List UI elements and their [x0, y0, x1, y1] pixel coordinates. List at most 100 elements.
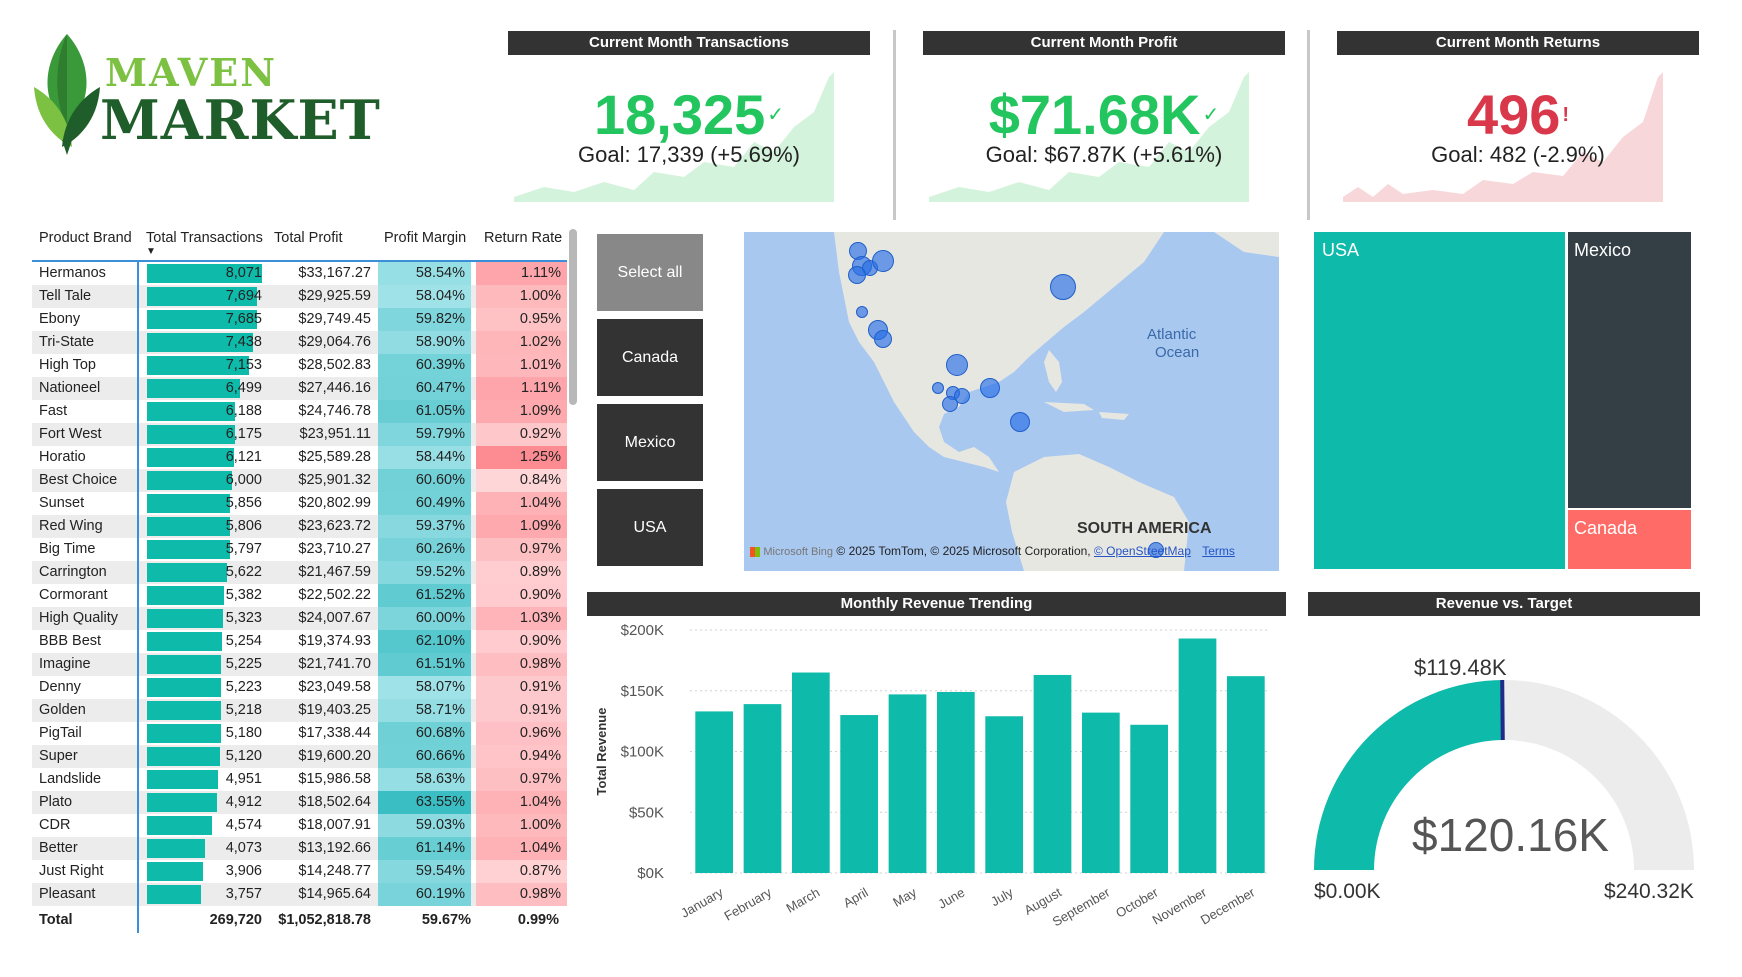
- slicer-select-all[interactable]: Select all: [597, 234, 703, 311]
- cell-transactions: 5,856: [225, 495, 262, 511]
- table-row[interactable]: Ebony 7,685 $29,749.45 59.82% 0.95%: [32, 308, 567, 331]
- cell-profit-margin: 58.04%: [378, 285, 471, 308]
- x-tick-label: July: [988, 884, 1016, 909]
- table-row[interactable]: Carrington 5,622 $21,467.59 59.52% 0.89%: [32, 561, 567, 584]
- map-point[interactable]: [954, 388, 970, 404]
- revenue-bar[interactable]: [743, 704, 782, 873]
- store-map[interactable]: Atlantic Ocean SOUTH AMERICA Microsoft B…: [744, 232, 1279, 571]
- leaf-logo-icon: [34, 34, 100, 155]
- treemap-canada[interactable]: Canada: [1568, 510, 1691, 569]
- treemap-mexico[interactable]: Mexico: [1568, 232, 1691, 508]
- header-product-brand[interactable]: Product Brand: [39, 230, 132, 246]
- map-point[interactable]: [946, 354, 968, 376]
- cell-return-rate: 0.96%: [476, 722, 567, 745]
- table-row[interactable]: Better 4,073 $13,192.66 61.14% 1.04%: [32, 837, 567, 860]
- header-total-profit[interactable]: Total Profit: [274, 230, 343, 246]
- cell-profit-margin: 58.71%: [378, 699, 471, 722]
- cell-return-rate: 1.04%: [476, 791, 567, 814]
- revenue-bar[interactable]: [1178, 638, 1217, 873]
- table-row[interactable]: Plato 4,912 $18,502.64 63.55% 1.04%: [32, 791, 567, 814]
- table-row[interactable]: Cormorant 5,382 $22,502.22 61.52% 0.90%: [32, 584, 567, 607]
- table-row[interactable]: CDR 4,574 $18,007.91 59.03% 1.00%: [32, 814, 567, 837]
- table-row[interactable]: Sunset 5,856 $20,802.99 60.49% 1.04%: [32, 492, 567, 515]
- cell-profit-margin: 60.19%: [378, 883, 471, 906]
- table-row[interactable]: High Quality 5,323 $24,007.67 60.00% 1.0…: [32, 607, 567, 630]
- table-row[interactable]: Super 5,120 $19,600.20 60.66% 0.94%: [32, 745, 567, 768]
- table-row[interactable]: Fast 6,188 $24,746.78 61.05% 1.09%: [32, 400, 567, 423]
- terms-link[interactable]: Terms: [1202, 544, 1235, 558]
- treemap-usa[interactable]: USA: [1314, 232, 1565, 569]
- table-scrollbar[interactable]: [569, 229, 577, 405]
- osm-link[interactable]: © OpenStreetMap: [1093, 544, 1191, 558]
- cell-transactions: 6,499: [225, 380, 262, 396]
- revenue-bar[interactable]: [791, 672, 830, 873]
- table-row[interactable]: Imagine 5,225 $21,741.70 61.51% 0.98%: [32, 653, 567, 676]
- kpi-goal: Goal: 482 (-2.9%): [1431, 142, 1605, 167]
- gauge-value-arc[interactable]: [1314, 680, 1504, 870]
- cell-brand: Super: [39, 748, 78, 764]
- cell-return-rate: 0.97%: [476, 538, 567, 561]
- table-row[interactable]: Just Right 3,906 $14,248.77 59.54% 0.87%: [32, 860, 567, 883]
- map-point[interactable]: [874, 330, 892, 348]
- table-row[interactable]: Golden 5,218 $19,403.25 58.71% 0.91%: [32, 699, 567, 722]
- table-row[interactable]: PigTail 5,180 $17,338.44 60.68% 0.96%: [32, 722, 567, 745]
- cell-profit: $27,446.16: [298, 380, 371, 396]
- table-row[interactable]: Tell Tale 7,694 $29,925.59 58.04% 1.00%: [32, 285, 567, 308]
- cell-profit-margin: 60.39%: [378, 354, 471, 377]
- table-row[interactable]: Big Time 5,797 $23,710.27 60.26% 0.97%: [32, 538, 567, 561]
- logo-line-maven: MAVEN: [105, 50, 277, 95]
- cell-profit: $19,600.20: [298, 748, 371, 764]
- table-row[interactable]: Tri-State 7,438 $29,064.76 58.90% 1.02%: [32, 331, 567, 354]
- kpi-status-icon: ✓: [1202, 104, 1220, 126]
- revenue-bar[interactable]: [695, 711, 734, 873]
- cell-brand: Pleasant: [39, 886, 96, 902]
- cell-profit: $23,710.27: [298, 541, 371, 557]
- cell-profit: $22,502.22: [298, 587, 371, 603]
- y-tick-label: $150K: [621, 683, 664, 700]
- map-point[interactable]: [856, 306, 868, 318]
- gauge-value: $120.16K: [1412, 809, 1609, 861]
- map-point[interactable]: [942, 396, 958, 412]
- table-row[interactable]: Hermanos 8,071 $33,167.27 58.54% 1.11%: [32, 262, 567, 285]
- cell-profit-margin: 63.55%: [378, 791, 471, 814]
- revenue-bar[interactable]: [840, 715, 879, 873]
- cell-profit: $23,623.72: [298, 518, 371, 534]
- table-row[interactable]: Red Wing 5,806 $23,623.72 59.37% 1.09%: [32, 515, 567, 538]
- map-point[interactable]: [980, 378, 1000, 398]
- map-point[interactable]: [848, 266, 866, 284]
- table-row[interactable]: Landslide 4,951 $15,986.58 58.63% 0.97%: [32, 768, 567, 791]
- slicer-canada[interactable]: Canada: [597, 319, 703, 396]
- table-row[interactable]: High Top 7,153 $28,502.83 60.39% 1.01%: [32, 354, 567, 377]
- kpi-title: Current Month Transactions: [508, 31, 870, 55]
- map-point[interactable]: [932, 382, 944, 394]
- revenue-bar[interactable]: [936, 691, 975, 873]
- table-row[interactable]: BBB Best 5,254 $19,374.93 62.10% 0.90%: [32, 630, 567, 653]
- revenue-bar[interactable]: [1226, 676, 1265, 873]
- map-point[interactable]: [872, 250, 894, 272]
- table-row[interactable]: Pleasant 3,757 $14,965.64 60.19% 0.98%: [32, 883, 567, 906]
- revenue-bar[interactable]: [985, 716, 1024, 873]
- header-return-rate[interactable]: Return Rate: [484, 230, 563, 246]
- revenue-bar[interactable]: [1081, 712, 1120, 873]
- header-total-transactions[interactable]: Total Transactions: [146, 230, 263, 246]
- revenue-bar[interactable]: [1130, 724, 1169, 873]
- table-row[interactable]: Horatio 6,121 $25,589.28 58.44% 1.25%: [32, 446, 567, 469]
- revenue-bar[interactable]: [1033, 674, 1072, 873]
- map-point[interactable]: [1050, 274, 1076, 300]
- map-point[interactable]: [1148, 542, 1164, 558]
- cell-return-rate: 1.02%: [476, 331, 567, 354]
- table-row[interactable]: Nationeel 6,499 $27,446.16 60.47% 1.11%: [32, 377, 567, 400]
- table-row[interactable]: Denny 5,223 $23,049.58 58.07% 0.91%: [32, 676, 567, 699]
- map-point[interactable]: [1010, 412, 1030, 432]
- total-profit: $1,052,818.78: [278, 912, 371, 928]
- kpi-divider: [893, 30, 896, 220]
- revenue-bar[interactable]: [888, 694, 927, 873]
- slicer-mexico[interactable]: Mexico: [597, 404, 703, 481]
- table-row[interactable]: Best Choice 6,000 $25,901.32 60.60% 0.84…: [32, 469, 567, 492]
- cell-brand: Sunset: [39, 495, 85, 511]
- table-row[interactable]: Fort West 6,175 $23,951.11 59.79% 0.92%: [32, 423, 567, 446]
- cell-return-rate: 0.90%: [476, 630, 567, 653]
- cell-return-rate: 0.98%: [476, 883, 567, 906]
- header-profit-margin[interactable]: Profit Margin: [384, 230, 467, 246]
- slicer-usa[interactable]: USA: [597, 489, 703, 566]
